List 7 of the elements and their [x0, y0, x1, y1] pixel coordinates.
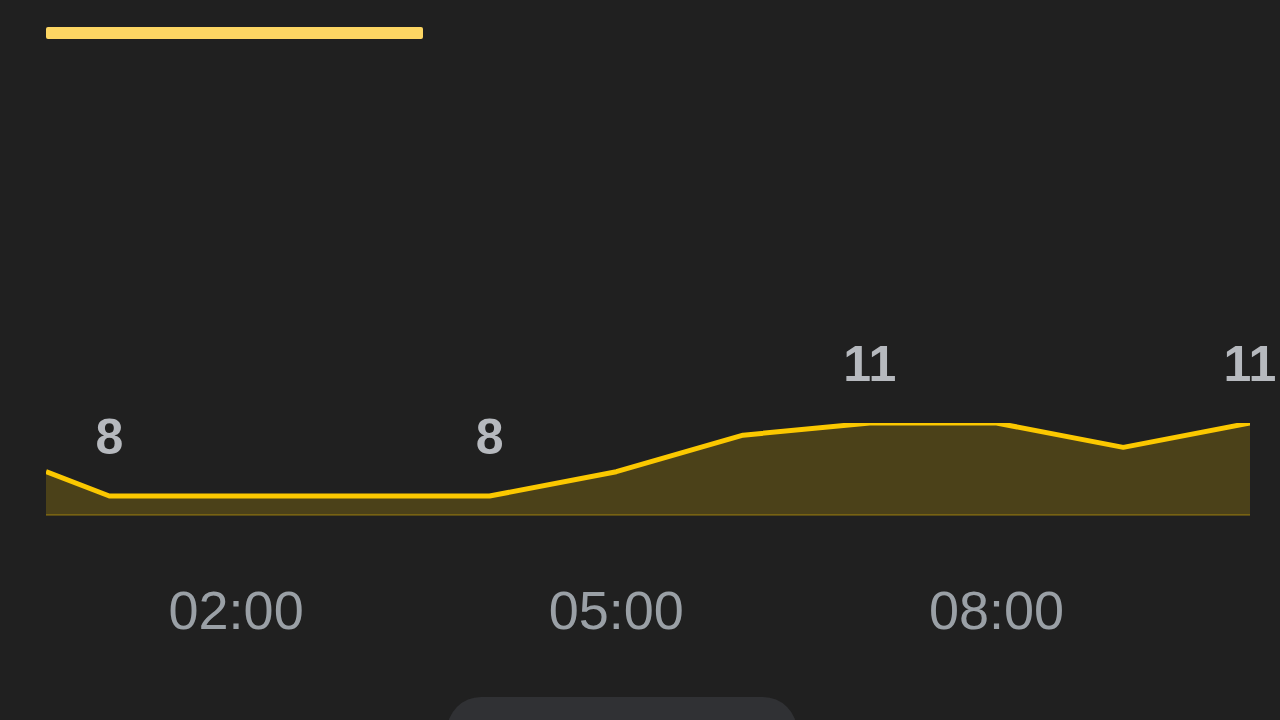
- data-label: 11: [843, 336, 897, 392]
- x-tick-label: 02:00: [168, 580, 304, 640]
- x-tick-label: 08:00: [928, 580, 1065, 640]
- data-label: 11: [1223, 336, 1277, 392]
- x-tick-label: 05:00: [548, 580, 684, 640]
- data-label: 8: [95, 409, 124, 466]
- data-label: 8: [475, 409, 504, 466]
